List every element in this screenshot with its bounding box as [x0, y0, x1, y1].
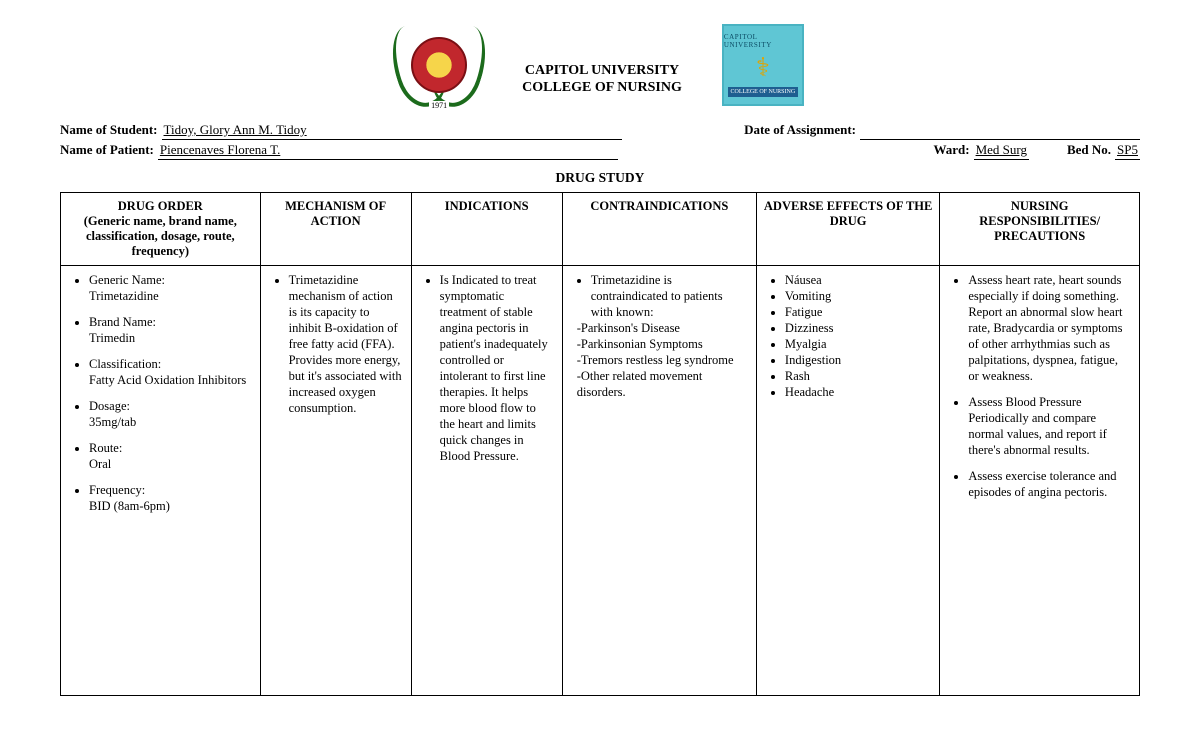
section-title: DRUG STUDY: [60, 170, 1140, 186]
adverse-item: Dizziness: [785, 320, 931, 336]
bed-label: Bed No.: [1067, 142, 1111, 160]
indications-text: Is Indicated to treat symptomatic treatm…: [440, 272, 554, 464]
table-row: Generic Name:Trimetazidine Brand Name:Tri…: [61, 266, 1140, 696]
ward-value: Med Surg: [974, 142, 1029, 160]
contra-item: -Parkinson's Disease: [577, 320, 748, 336]
contra-lead: Trimetazidine is contraindicated to pati…: [591, 272, 748, 320]
cell-indications: Is Indicated to treat symptomatic treatm…: [411, 266, 562, 696]
university-seal-logo: 1971: [396, 22, 482, 108]
info-row-2: Name of Patient: Piencenaves Florena T. …: [60, 142, 1140, 160]
drug-order-item: Route:Oral: [89, 440, 252, 472]
patient-label: Name of Patient:: [60, 142, 154, 160]
table-header-row: DRUG ORDER (Generic name, brand name, cl…: [61, 193, 1140, 266]
cell-mechanism: Trimetazidine mechanism of action is its…: [260, 266, 411, 696]
nursing-item: Assess heart rate, heart sounds especial…: [968, 272, 1131, 384]
cell-adverse: NáuseaVomitingFatigueDizzinessMyalgiaInd…: [756, 266, 939, 696]
header: 1971 CAPITOL UNIVERSITY COLLEGE OF NURSI…: [60, 20, 1140, 110]
drug-order-item: Generic Name:Trimetazidine: [89, 272, 252, 304]
col-mechanism: MECHANISM OF ACTION: [260, 193, 411, 266]
cell-contraindications: Trimetazidine is contraindicated to pati…: [562, 266, 756, 696]
caduceus-icon: ⚕: [747, 49, 779, 87]
drug-study-table: DRUG ORDER (Generic name, brand name, cl…: [60, 192, 1140, 696]
nursing-item: Assess Blood Pressure Periodically and c…: [968, 394, 1131, 458]
contra-item: -Other related movement disorders.: [577, 368, 748, 400]
patient-value: Piencenaves Florena T.: [158, 142, 618, 160]
ward-label: Ward:: [933, 142, 969, 160]
info-row-1: Name of Student: Tidoy, Glory Ann M. Tid…: [60, 122, 1140, 140]
page: 1971 CAPITOL UNIVERSITY COLLEGE OF NURSI…: [0, 0, 1200, 716]
cell-drug-order: Generic Name:Trimetazidine Brand Name:Tri…: [61, 266, 261, 696]
cell-nursing: Assess heart rate, heart sounds especial…: [940, 266, 1140, 696]
drug-order-item: Classification:Fatty Acid Oxidation Inhi…: [89, 356, 252, 388]
drug-order-item: Brand Name:Trimedin: [89, 314, 252, 346]
adverse-item: Fatigue: [785, 304, 931, 320]
date-label: Date of Assignment:: [744, 122, 856, 140]
col-contraindications: CONTRAINDICATIONS: [562, 193, 756, 266]
university-name: CAPITOL UNIVERSITY: [522, 62, 682, 80]
drug-order-item: Dosage:35mg/tab: [89, 398, 252, 430]
col-adverse: ADVERSE EFFECTS OF THE DRUG: [756, 193, 939, 266]
nursing-item: Assess exercise tolerance and episodes o…: [968, 468, 1131, 500]
title-block: CAPITOL UNIVERSITY COLLEGE OF NURSING: [522, 62, 682, 97]
college-logo-text: CAPITOL UNIVERSITY: [724, 33, 802, 49]
adverse-item: Headache: [785, 384, 931, 400]
date-value: [860, 122, 1140, 140]
adverse-item: Rash: [785, 368, 931, 384]
adverse-item: Myalgia: [785, 336, 931, 352]
seal-year: 1971: [429, 101, 449, 110]
col-drug-order: DRUG ORDER (Generic name, brand name, cl…: [61, 193, 261, 266]
drug-order-item: Frequency:BID (8am-6pm): [89, 482, 252, 514]
mechanism-text: Trimetazidine mechanism of action is its…: [289, 272, 403, 416]
contra-item: -Parkinsonian Symptoms: [577, 336, 748, 352]
bed-value: SP5: [1115, 142, 1140, 160]
college-logo-bar: COLLEGE OF NURSING: [728, 87, 798, 97]
student-label: Name of Student:: [60, 122, 158, 140]
adverse-item: Vomiting: [785, 288, 931, 304]
student-value: Tidoy, Glory Ann M. Tidoy: [162, 122, 622, 140]
college-logo: CAPITOL UNIVERSITY ⚕ COLLEGE OF NURSING: [722, 24, 804, 106]
seal-icon: [411, 37, 467, 93]
contra-item: -Tremors restless leg syndrome: [577, 352, 748, 368]
col-indications: INDICATIONS: [411, 193, 562, 266]
college-name: COLLEGE OF NURSING: [522, 79, 682, 97]
adverse-item: Indigestion: [785, 352, 931, 368]
adverse-item: Náusea: [785, 272, 931, 288]
col-nursing: NURSING RESPONSIBILITIES/ PRECAUTIONS: [940, 193, 1140, 266]
